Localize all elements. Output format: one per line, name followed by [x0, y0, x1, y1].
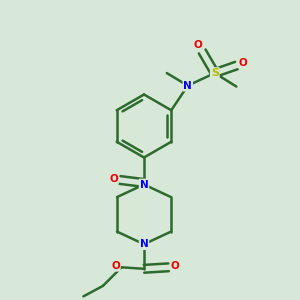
Text: N: N — [140, 239, 148, 249]
Text: O: O — [111, 261, 120, 271]
Text: O: O — [109, 173, 118, 184]
Text: S: S — [211, 68, 219, 78]
Text: N: N — [140, 179, 148, 190]
Text: N: N — [183, 81, 192, 91]
Text: O: O — [193, 40, 202, 50]
Text: O: O — [238, 58, 247, 68]
Text: O: O — [171, 261, 180, 271]
